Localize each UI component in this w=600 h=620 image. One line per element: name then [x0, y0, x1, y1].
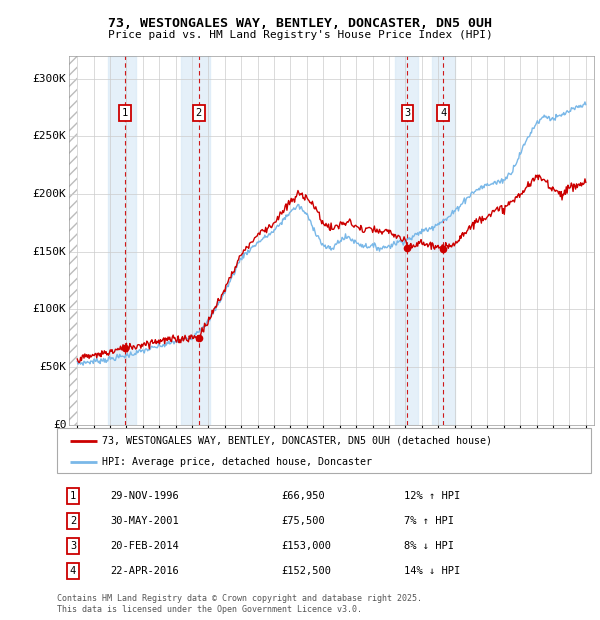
Text: 73, WESTONGALES WAY, BENTLEY, DONCASTER, DN5 0UH (detached house): 73, WESTONGALES WAY, BENTLEY, DONCASTER,…	[103, 436, 493, 446]
Text: 2: 2	[196, 108, 202, 118]
Text: £300K: £300K	[32, 74, 67, 84]
Text: 7% ↑ HPI: 7% ↑ HPI	[404, 516, 454, 526]
Text: 14% ↓ HPI: 14% ↓ HPI	[404, 565, 460, 576]
Text: £153,000: £153,000	[281, 541, 331, 551]
Text: 73, WESTONGALES WAY, BENTLEY, DONCASTER, DN5 0UH: 73, WESTONGALES WAY, BENTLEY, DONCASTER,…	[108, 17, 492, 30]
Text: 1: 1	[122, 108, 128, 118]
Bar	[69, 56, 77, 425]
Text: £75,500: £75,500	[281, 516, 325, 526]
Text: Price paid vs. HM Land Registry's House Price Index (HPI): Price paid vs. HM Land Registry's House …	[107, 30, 493, 40]
Text: Contains HM Land Registry data © Crown copyright and database right 2025.: Contains HM Land Registry data © Crown c…	[57, 594, 422, 603]
Text: 30-MAY-2001: 30-MAY-2001	[110, 516, 179, 526]
Text: 4: 4	[70, 565, 76, 576]
Text: £250K: £250K	[32, 131, 67, 141]
Text: 8% ↓ HPI: 8% ↓ HPI	[404, 541, 454, 551]
Bar	[109, 56, 136, 425]
Text: £50K: £50K	[40, 362, 67, 372]
Text: 22-APR-2016: 22-APR-2016	[110, 565, 179, 576]
Bar	[181, 56, 210, 425]
Bar	[431, 56, 455, 425]
Text: 12% ↑ HPI: 12% ↑ HPI	[404, 491, 460, 501]
Text: This data is licensed under the Open Government Licence v3.0.: This data is licensed under the Open Gov…	[57, 605, 362, 614]
Text: HPI: Average price, detached house, Doncaster: HPI: Average price, detached house, Donc…	[103, 457, 373, 467]
Text: 1: 1	[70, 491, 76, 501]
Text: £152,500: £152,500	[281, 565, 331, 576]
Bar	[69, 56, 77, 425]
Text: £200K: £200K	[32, 189, 67, 199]
Text: 20-FEB-2014: 20-FEB-2014	[110, 541, 179, 551]
Text: 29-NOV-1996: 29-NOV-1996	[110, 491, 179, 501]
FancyBboxPatch shape	[57, 428, 591, 473]
Text: £150K: £150K	[32, 247, 67, 257]
Text: £0: £0	[53, 420, 67, 430]
Text: £66,950: £66,950	[281, 491, 325, 501]
Bar	[395, 56, 418, 425]
Text: 3: 3	[404, 108, 410, 118]
Text: £100K: £100K	[32, 304, 67, 314]
Text: 2: 2	[70, 516, 76, 526]
Text: 3: 3	[70, 541, 76, 551]
Text: 4: 4	[440, 108, 446, 118]
